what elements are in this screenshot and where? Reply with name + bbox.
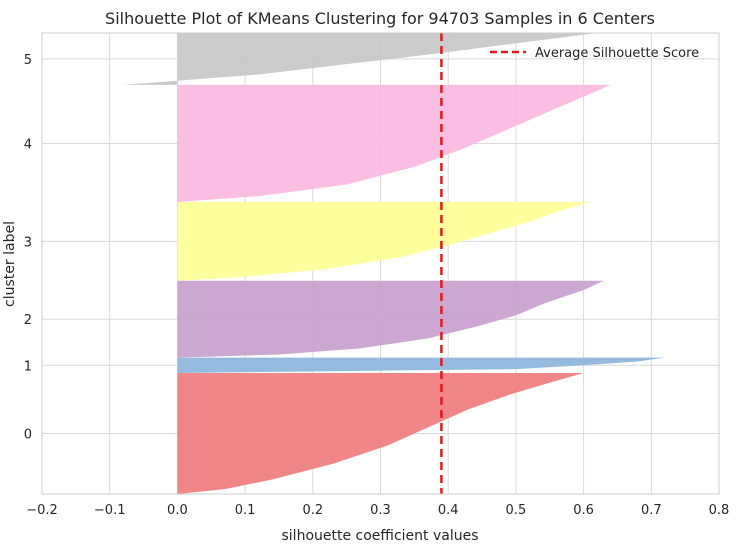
cluster-bars: [123, 33, 665, 494]
cluster-1-silhouette: [177, 357, 665, 373]
x-tick-label: 0.7: [641, 503, 662, 518]
y-tick-label: 3: [24, 235, 32, 250]
plot-frame: [41, 32, 720, 495]
y-tick-label: 2: [24, 313, 32, 328]
x-ticks: −0.2 −0.1 0.0 0.1 0.2 0.3 0.4 0.5 0.6 0.7 0.8: [26, 503, 729, 518]
cluster-4-silhouette: [177, 84, 611, 203]
cluster-3-silhouette: [177, 202, 591, 281]
cluster-2-silhouette: [177, 280, 604, 358]
y-ticks: 0 1 2 3 4 5: [24, 53, 32, 443]
x-tick-label: 0.5: [506, 503, 527, 518]
chart-title: Silhouette Plot of KMeans Clustering for…: [105, 9, 655, 28]
cluster-0-silhouette: [177, 372, 584, 494]
x-tick-label: −0.2: [26, 503, 58, 518]
x-axis-label: silhouette coefficient values: [282, 528, 479, 544]
legend-label: Average Silhouette Score: [535, 46, 699, 61]
x-tick-label: 0.0: [167, 503, 188, 518]
legend: Average Silhouette Score: [490, 46, 699, 61]
y-tick-label: 0: [24, 427, 32, 442]
x-tick-label: 0.4: [438, 503, 459, 518]
x-tick-label: 0.6: [573, 503, 594, 518]
cluster-5-silhouette: [123, 33, 598, 85]
x-tick-label: 0.3: [370, 503, 391, 518]
x-tick-label: 0.1: [235, 503, 256, 518]
y-tick-label: 5: [24, 53, 32, 68]
y-tick-label: 4: [24, 137, 32, 152]
y-axis-label: cluster label: [2, 221, 18, 307]
y-tick-label: 1: [24, 359, 32, 374]
x-tick-label: −0.1: [94, 503, 126, 518]
x-tick-label: 0.2: [302, 503, 323, 518]
x-tick-label: 0.8: [709, 503, 730, 518]
